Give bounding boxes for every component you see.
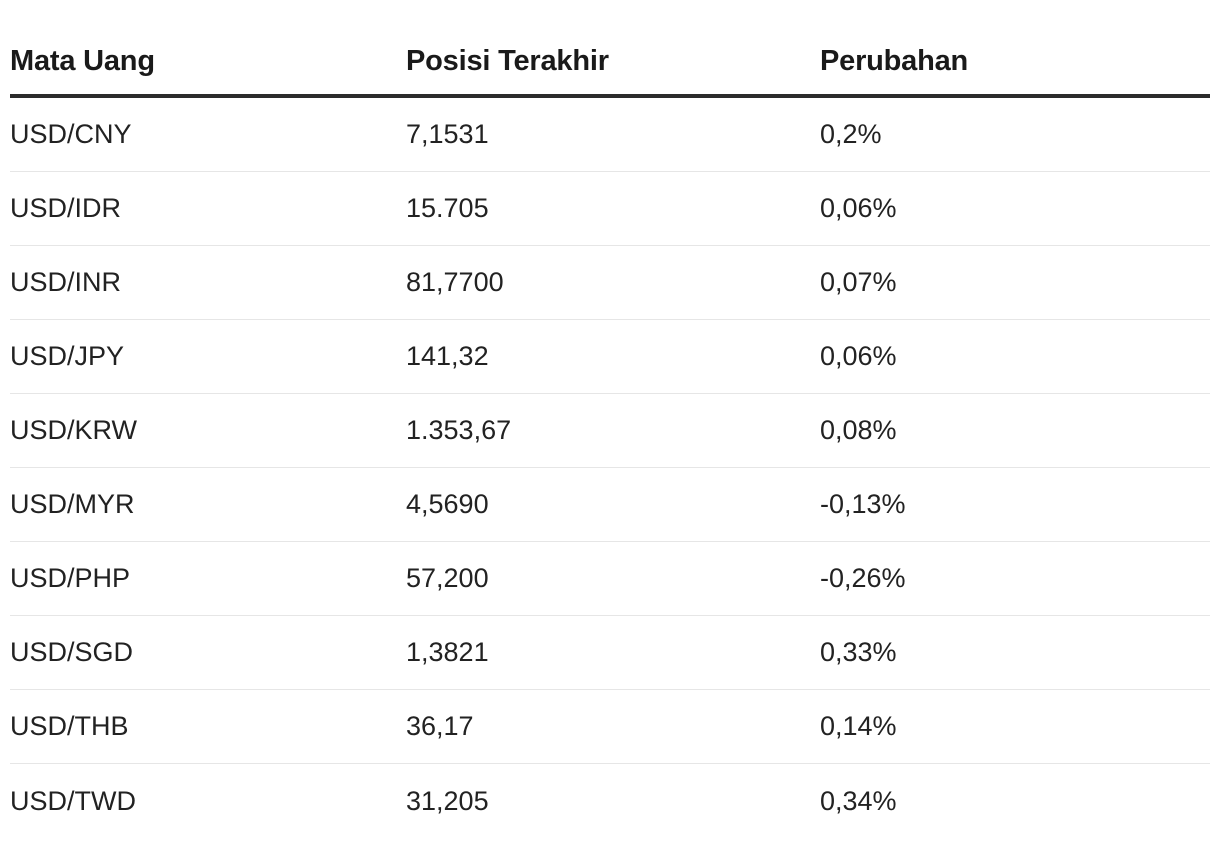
table-row: USD/KRW 1.353,67 0,08%: [10, 394, 1210, 468]
currency-cell: USD/PHP: [10, 563, 131, 593]
table-row: USD/TWD 31,205 0,34%: [10, 764, 1210, 838]
last-position-cell: 4,5690: [406, 489, 489, 519]
last-position-cell: 141,32: [406, 341, 489, 371]
change-cell: -0,13%: [820, 489, 906, 519]
header-change: Perubahan: [820, 44, 969, 77]
table-row: USD/MYR 4,5690 -0,13%: [10, 468, 1210, 542]
last-position-cell: 1,3821: [406, 637, 489, 667]
table-row: USD/IDR 15.705 0,06%: [10, 172, 1210, 246]
last-position-cell: 31,205: [406, 785, 489, 816]
table-row: USD/THB 36,17 0,14%: [10, 690, 1210, 764]
change-cell: 0,07%: [820, 267, 897, 297]
currency-cell: USD/INR: [10, 267, 122, 297]
last-position-cell: 81,7700: [406, 267, 504, 297]
last-position-cell: 57,200: [406, 563, 489, 593]
last-position-cell: 15.705: [406, 193, 489, 223]
table-header: Mata Uang Posisi Terakhir Perubahan: [10, 28, 1210, 98]
header-currency: Mata Uang: [10, 44, 155, 77]
change-cell: 0,06%: [820, 341, 897, 371]
change-cell: 0,34%: [820, 785, 897, 816]
currency-cell: USD/SGD: [10, 637, 134, 667]
table-row: USD/INR 81,7700 0,07%: [10, 246, 1210, 320]
table-row: USD/SGD 1,3821 0,33%: [10, 616, 1210, 690]
last-position-cell: 7,1531: [406, 119, 489, 149]
change-cell: 0,2%: [820, 119, 882, 149]
currency-cell: USD/THB: [10, 711, 129, 741]
change-cell: 0,14%: [820, 711, 897, 741]
table-row: USD/JPY 141,32 0,06%: [10, 320, 1210, 394]
change-cell: 0,33%: [820, 637, 897, 667]
table-row: USD/PHP 57,200 -0,26%: [10, 542, 1210, 616]
currency-cell: USD/MYR: [10, 489, 135, 519]
currency-cell: USD/KRW: [10, 415, 138, 445]
currency-cell: USD/IDR: [10, 193, 122, 223]
currency-cell: USD/CNY: [10, 119, 132, 149]
currency-table: Mata Uang Posisi Terakhir Perubahan USD/…: [10, 28, 1210, 838]
last-position-cell: 36,17: [406, 711, 474, 741]
change-cell: -0,26%: [820, 563, 906, 593]
currency-cell: USD/JPY: [10, 341, 125, 371]
change-cell: 0,08%: [820, 415, 897, 445]
last-position-cell: 1.353,67: [406, 415, 512, 445]
change-cell: 0,06%: [820, 193, 897, 223]
header-last-position: Posisi Terakhir: [406, 44, 609, 77]
table-row: USD/CNY 7,1531 0,2%: [10, 98, 1210, 172]
currency-cell: USD/TWD: [10, 785, 136, 816]
